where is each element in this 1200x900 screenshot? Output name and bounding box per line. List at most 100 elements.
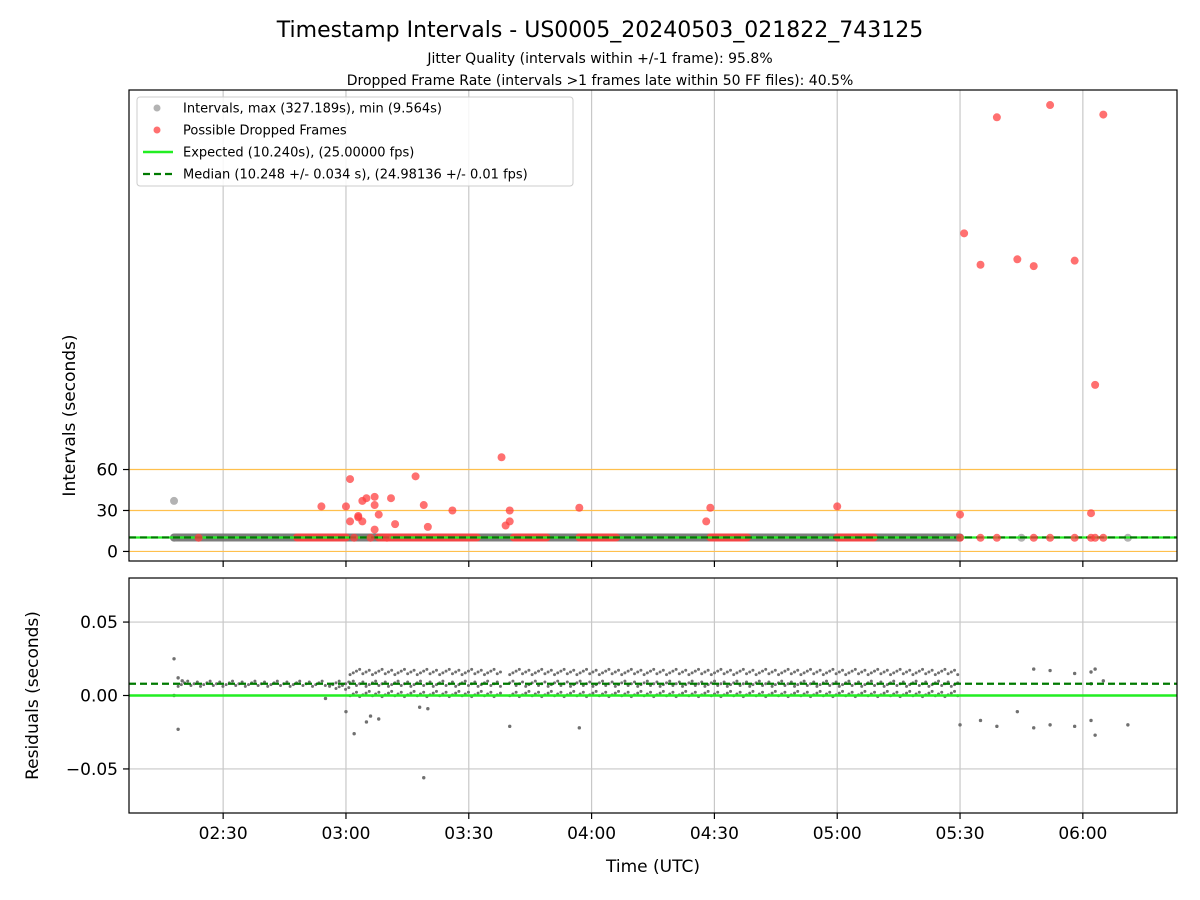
residual-point (873, 684, 877, 688)
residual-point (793, 691, 797, 695)
residual-point (390, 668, 394, 672)
residual-point (447, 667, 451, 671)
residual-point (809, 667, 813, 671)
residual-point (837, 684, 841, 688)
x-axis-label: Time (UTC) (605, 857, 700, 877)
residual-point (361, 672, 365, 676)
residual-point (729, 668, 733, 672)
residual-point (1126, 723, 1130, 727)
residual-point (780, 679, 784, 683)
x-tick-label: 03:30 (444, 824, 493, 844)
x-tick-label: 05:00 (813, 824, 862, 844)
residual-point (754, 673, 758, 677)
residual-point (412, 668, 416, 672)
residual-point (572, 668, 576, 672)
y-tick-label: 0.00 (80, 687, 118, 707)
residual-point (703, 670, 707, 674)
residual-point (180, 679, 184, 683)
dropped-frame-point (366, 533, 375, 542)
residual-point (757, 679, 761, 683)
residual-point (266, 684, 270, 688)
residual-point (853, 667, 857, 671)
residual-point (591, 670, 595, 674)
residual-point (927, 684, 931, 688)
residual-point (553, 673, 557, 677)
legend: Intervals, max (327.189s), min (9.564s) P… (136, 96, 574, 187)
residual-point (863, 683, 867, 687)
residual-point (597, 681, 601, 685)
legend-entry: Median (10.248 +/- 0.034 s), (24.98136 +… (183, 168, 528, 183)
chart-subtitle-dropped: Dropped Frame Rate (intervals >1 frames … (347, 73, 854, 89)
residual-point (953, 668, 957, 672)
residual-point (841, 668, 845, 672)
residual-point (1089, 670, 1093, 674)
residual-point (546, 691, 550, 695)
residual-point (613, 670, 617, 674)
residual-point (681, 684, 685, 688)
residual-point (658, 684, 662, 688)
residual-point (409, 670, 413, 674)
residual-point (914, 679, 918, 683)
residual-point (805, 690, 809, 694)
dropped-frame-point (350, 533, 359, 542)
residual-point (569, 684, 573, 688)
plot-frame (128, 89, 1178, 562)
residual-point (323, 696, 328, 701)
residual-point (486, 671, 490, 675)
residual-point (706, 689, 710, 693)
residual-point (927, 670, 931, 674)
residual-point (495, 672, 499, 676)
residual-point (828, 690, 832, 694)
residual-point (917, 684, 921, 688)
residual-point (642, 673, 646, 677)
residual-point (825, 679, 829, 683)
residual-point (709, 673, 713, 677)
dropped-frame-point (1029, 262, 1038, 271)
residual-point (761, 669, 765, 673)
dropped-frame-point (992, 113, 1001, 122)
legend-normal-marker (153, 104, 161, 112)
residual-point (243, 684, 247, 688)
residual-point (684, 668, 688, 672)
residual-point (457, 689, 461, 693)
residual-point (434, 668, 438, 672)
residual-point (825, 671, 829, 675)
legend-entry: Possible Dropped Frames (183, 124, 347, 139)
residual-point (351, 671, 355, 675)
residual-point (533, 671, 537, 675)
residual-point (463, 679, 467, 683)
residual-point (805, 669, 809, 673)
residual-point (780, 671, 784, 675)
residual-point (533, 679, 537, 683)
residual-point (818, 668, 822, 672)
residual-point (418, 679, 422, 683)
residual-point (684, 689, 688, 693)
residual-point (725, 670, 729, 674)
dropped-frame-point (346, 475, 355, 484)
residual-point (186, 679, 190, 683)
residual-point (661, 668, 665, 672)
residual-point (556, 671, 560, 675)
residual-point (940, 684, 944, 688)
residual-point (367, 689, 371, 693)
dropped-frame-point (1046, 533, 1055, 542)
residual-point (892, 671, 896, 675)
dropped-frame-point (956, 533, 965, 542)
residual-point (1048, 668, 1052, 673)
residual-point (470, 667, 474, 671)
residual-point (610, 672, 614, 676)
residual-point (575, 681, 579, 685)
residual-point (956, 673, 960, 677)
residual-point (578, 671, 582, 675)
residual-point (725, 691, 729, 695)
residual-point (847, 679, 851, 683)
residual-point (328, 684, 332, 688)
residual-point (818, 683, 822, 687)
residual-point (617, 689, 621, 693)
residual-point (895, 669, 899, 673)
residual-point (524, 691, 528, 695)
residual-point (399, 690, 403, 694)
residual-point (1032, 726, 1036, 730)
residual-point (796, 683, 800, 687)
residual-point (847, 671, 851, 675)
